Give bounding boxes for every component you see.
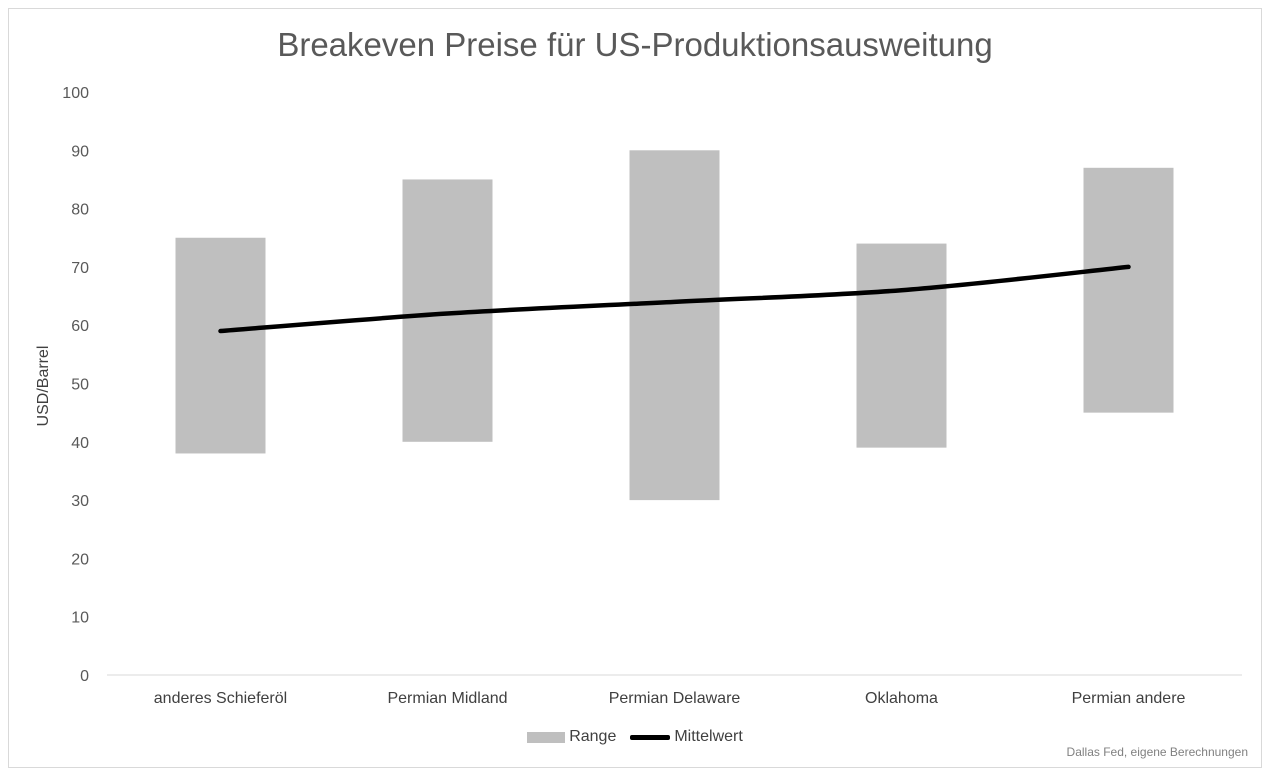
range-bar	[856, 243, 947, 448]
y-tick-label: 10	[71, 610, 89, 627]
x-tick-label: Permian Delaware	[609, 690, 741, 707]
y-tick-label: 90	[71, 143, 89, 160]
y-tick-label: 30	[71, 493, 89, 510]
range-bar	[629, 150, 720, 501]
legend: Range Mittelwert	[0, 728, 1270, 746]
legend-swatch-mittelwert	[630, 734, 671, 740]
y-tick-label: 0	[80, 668, 89, 685]
legend-item-range: Range	[527, 728, 616, 746]
y-tick-label: 80	[71, 202, 89, 219]
y-tick-label: 70	[71, 260, 89, 277]
legend-item-mittelwert: Mittelwert	[630, 728, 743, 746]
x-tick-label: Oklahoma	[865, 690, 938, 707]
x-tick-label: Permian andere	[1072, 690, 1186, 707]
y-tick-label: 60	[71, 318, 89, 335]
chart-title: Breakeven Preise für US-Produktionsauswe…	[277, 26, 993, 63]
y-tick-label: 20	[71, 551, 89, 568]
y-tick-label: 50	[71, 377, 89, 394]
range-bar	[1083, 167, 1174, 413]
legend-swatch-range	[527, 731, 566, 743]
source-note: Dallas Fed, eigene Berechnungen	[1066, 745, 1248, 759]
legend-label-mittelwert: Mittelwert	[674, 728, 743, 745]
range-bar	[175, 237, 266, 454]
x-tick-label: anderes Schieferöl	[154, 690, 287, 707]
x-tick-label: Permian Midland	[387, 690, 507, 707]
legend-label-range: Range	[569, 728, 617, 745]
y-tick-label: 100	[62, 85, 89, 102]
y-tick-label: 40	[71, 435, 89, 452]
